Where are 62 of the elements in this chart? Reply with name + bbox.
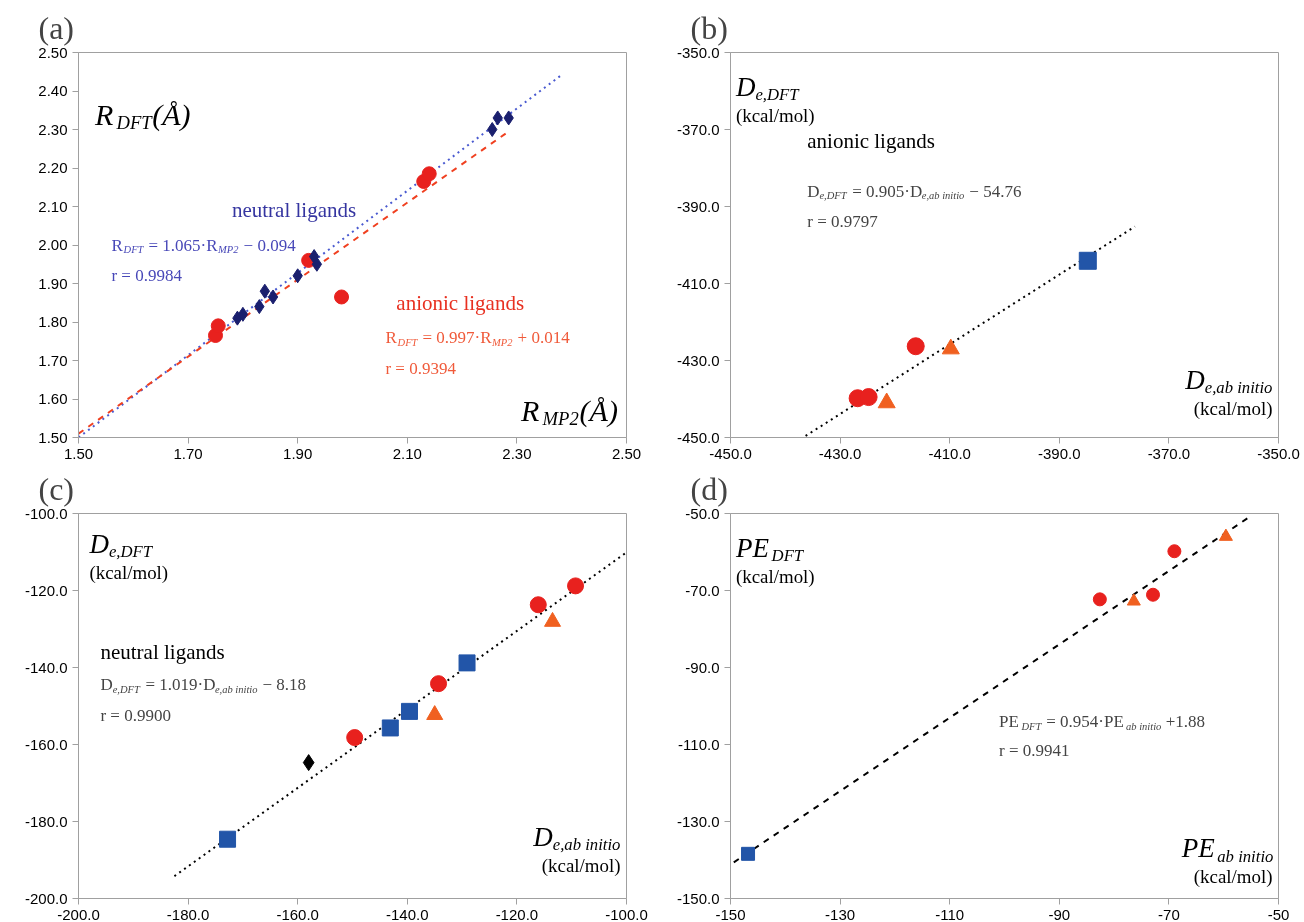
x-tick-label: -200.0 — [57, 905, 100, 922]
annotation: r = 0.9900 — [100, 706, 171, 726]
y-tick-label: -150.0 — [676, 889, 720, 907]
x-tick-label: 2.30 — [502, 444, 532, 462]
y-tick-label: 1.80 — [38, 313, 68, 330]
annotation: r = 0.9797 — [807, 212, 879, 232]
chart-title: (a) — [38, 9, 75, 46]
chart-title: (b) — [690, 9, 728, 46]
y-tick-label: -180.0 — [24, 812, 68, 830]
annotation: anionic ligands — [396, 290, 525, 315]
y-tick-label: -70.0 — [685, 581, 720, 599]
y-tick-label: -110.0 — [678, 735, 720, 753]
x-tick-label: -370.0 — [1147, 444, 1191, 462]
y-tick-label: 1.60 — [38, 390, 68, 407]
y-tick-label: -200.0 — [24, 889, 68, 907]
x-tick-label: -110 — [935, 905, 965, 922]
x-tick-label: -50 — [1267, 905, 1290, 922]
annotation: r = 0.9984 — [111, 266, 183, 286]
y-tick-label: 2.30 — [38, 120, 68, 138]
x-tick-label: -390.0 — [1038, 444, 1081, 462]
y-tick-label: -140.0 — [24, 658, 68, 676]
chart-title: (c) — [38, 470, 75, 507]
annotation: r = 0.9941 — [999, 740, 1070, 760]
y-tick-label: -390.0 — [676, 197, 720, 215]
x-tick-label: -140.0 — [386, 905, 429, 922]
y-tick-label: -160.0 — [24, 735, 68, 753]
y-tick-label: -120.0 — [24, 581, 68, 599]
y-tick-label: -450.0 — [676, 428, 720, 446]
annotation: neutral ligands — [231, 198, 357, 223]
y-tick-label: 2.20 — [38, 159, 68, 176]
x-tick-label: 1.90 — [283, 444, 313, 462]
x-tick-label: -90 — [1048, 905, 1071, 922]
y-tick-label: -130.0 — [676, 812, 720, 830]
x-tick-label: -100.0 — [605, 905, 648, 922]
x-tick-label: -410.0 — [928, 444, 971, 462]
x-tick-label: -450.0 — [709, 444, 752, 462]
x-tick-label: 2.50 — [611, 444, 642, 462]
x-tick-label: -150 — [715, 905, 746, 922]
y-tick-label: -410.0 — [676, 274, 720, 292]
x-tick-label: 2.10 — [392, 444, 422, 462]
x-tick-label: -430.0 — [818, 444, 862, 462]
x-tick-label: 1.50 — [63, 444, 94, 462]
y-tick-label: 2.10 — [38, 197, 68, 215]
x-tick-label: -120.0 — [495, 905, 539, 922]
y-tick-label: 1.90 — [38, 274, 68, 292]
y-tick-label: 1.50 — [38, 428, 68, 446]
x-tick-label: -180.0 — [166, 905, 210, 922]
x-tick-label: -70 — [1158, 905, 1180, 922]
y-tick-label: -430.0 — [676, 351, 720, 369]
annotation: neutral ligands — [100, 640, 225, 665]
y-tick-label: 1.70 — [38, 351, 68, 369]
annotation: r = 0.9394 — [385, 358, 457, 378]
x-tick-label: -160.0 — [276, 905, 319, 922]
chart-title: (d) — [690, 470, 728, 507]
annotation: anionic ligands — [807, 129, 935, 154]
x-tick-label: 1.70 — [173, 444, 203, 462]
y-tick-label: -90.0 — [685, 658, 720, 676]
y-tick-label: 2.00 — [38, 236, 68, 253]
y-tick-label: -370.0 — [676, 120, 720, 138]
x-tick-label: -350.0 — [1257, 444, 1300, 462]
y-tick-label: 2.40 — [38, 82, 68, 99]
x-tick-label: -130 — [825, 905, 856, 922]
